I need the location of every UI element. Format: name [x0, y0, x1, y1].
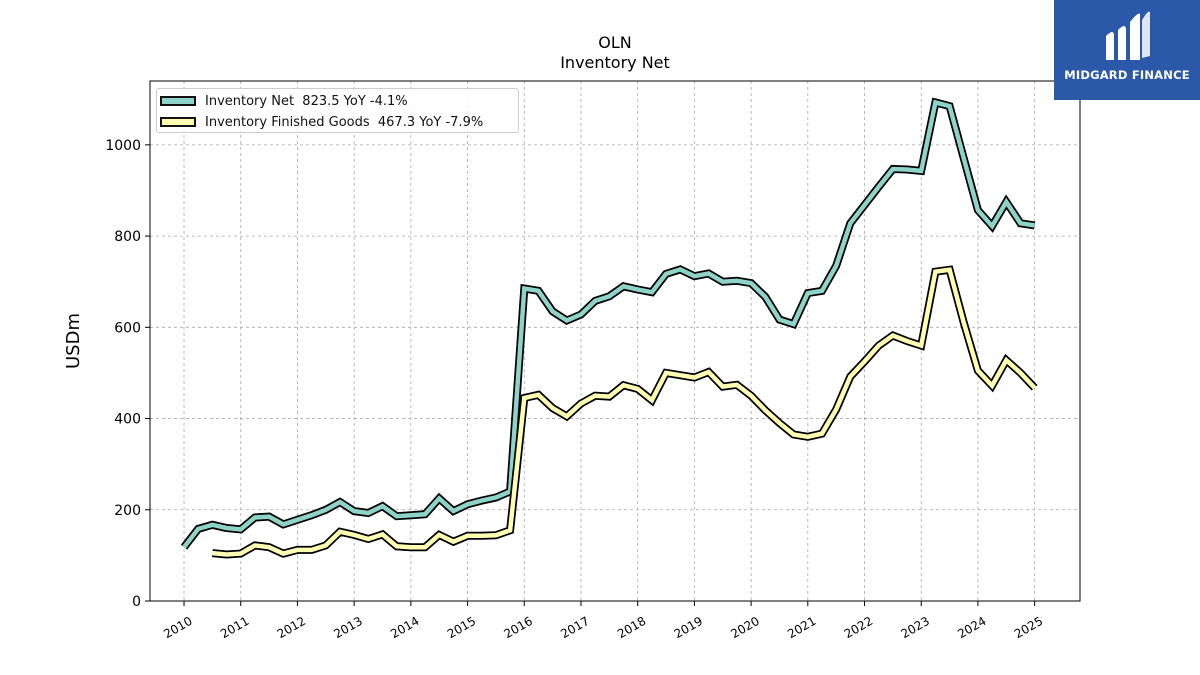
x-tick-label: 2015	[445, 614, 478, 641]
plot-frame	[149, 80, 1081, 602]
series-line-inventory-net	[182, 99, 1035, 549]
legend-label-inventory-net: Inventory Net 823.5 YoY -4.1%	[205, 93, 408, 109]
y-tick-label: 600	[114, 320, 141, 336]
midgard-finance-logo-icon	[1106, 11, 1150, 60]
axes: 0 200 400 600 800 1000 2010 2011 2012 2013 2014 201…	[105, 138, 1045, 641]
x-tick-label: 2025	[1012, 614, 1045, 641]
y-tick-label: 200	[114, 503, 141, 519]
x-tick-label: 2013	[331, 614, 364, 641]
x-tick-label: 2018	[615, 614, 648, 641]
midgard-finance-logo: MIDGARD FINANCE	[1054, 0, 1200, 100]
x-tick-label: 2020	[728, 614, 761, 641]
legend-label-inventory-finished-goods: Inventory Finished Goods 467.3 YoY -7.9%	[205, 114, 484, 130]
x-tick-label: 2019	[672, 614, 705, 641]
y-tick-label: 400	[114, 412, 141, 428]
x-tick-label: 2021	[785, 614, 818, 641]
y-tick-label: 1000	[105, 138, 141, 154]
legend-swatch-inventory-finished-goods	[160, 117, 196, 127]
x-tick-label: 2010	[161, 614, 194, 641]
legend: Inventory Net 823.5 YoY -4.1% Inventory …	[156, 88, 519, 133]
x-tick-label: 2011	[218, 614, 251, 641]
y-tick-label: 0	[132, 594, 141, 610]
legend-item-inventory-net: Inventory Net 823.5 YoY -4.1%	[160, 92, 408, 110]
y-axis-label: USDm	[63, 313, 84, 369]
x-tick-label: 2023	[898, 614, 931, 641]
legend-swatch-inventory-net	[160, 96, 196, 106]
x-tick-label: 2014	[388, 614, 421, 641]
series-outline-inventory-finished-goods	[212, 265, 1038, 559]
legend-item-inventory-finished-goods: Inventory Finished Goods 467.3 YoY -7.9%	[160, 113, 483, 131]
x-tick-label: 2017	[558, 614, 591, 641]
series-line-inventory-finished-goods	[212, 267, 1037, 557]
x-tick-label: 2012	[275, 614, 308, 641]
chart-title: OLN	[598, 33, 631, 52]
x-tick-label: 2022	[842, 614, 875, 641]
logo-text: MIDGARD FINANCE	[1064, 68, 1190, 82]
series-group	[180, 97, 1038, 559]
x-tick-label: 2016	[502, 614, 535, 641]
y-tick-label: 800	[114, 229, 141, 245]
chart-subtitle: Inventory Net	[560, 53, 670, 72]
x-tick-label: 2024	[955, 614, 988, 641]
